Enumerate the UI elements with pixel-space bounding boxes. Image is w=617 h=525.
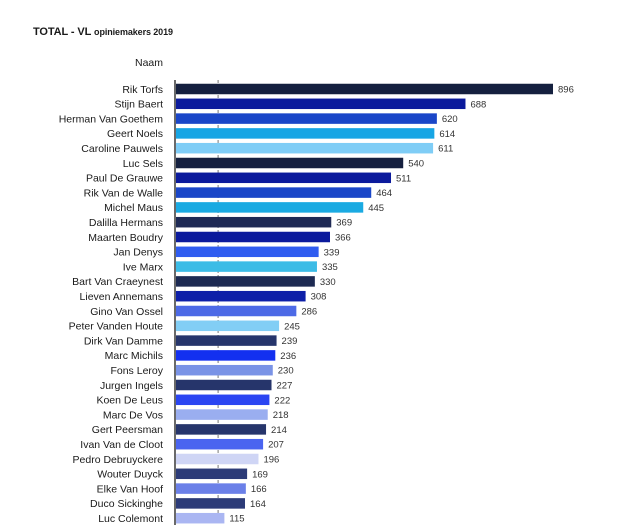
bar <box>176 202 364 213</box>
category-label: Paul De Grauwe <box>86 173 163 185</box>
value-label: 214 <box>271 425 287 436</box>
category-label: Elke Van Hoof <box>97 483 163 495</box>
category-label: Duco Sickinghe <box>90 498 163 510</box>
value-label: 207 <box>268 440 284 451</box>
category-label: Ivan Van de Cloot <box>80 439 163 451</box>
value-label: 614 <box>439 129 455 140</box>
category-label: Rik Torfs <box>122 84 163 96</box>
category-label: Jan Denys <box>113 247 163 259</box>
bar <box>176 276 315 287</box>
bar <box>176 364 273 376</box>
value-label: 164 <box>250 499 266 510</box>
category-label: Wouter Duyck <box>97 469 163 481</box>
category-label: Gert Peersman <box>92 424 163 436</box>
value-label: 369 <box>336 218 352 229</box>
value-label: 611 <box>438 144 453 155</box>
value-label: 308 <box>311 292 327 303</box>
value-label: 222 <box>274 395 290 406</box>
value-label: 245 <box>284 321 300 332</box>
value-label: 896 <box>558 85 574 96</box>
category-label: Herman Van Goethem <box>59 113 164 125</box>
category-label: Peter Vanden Houte <box>69 321 164 333</box>
column-header: Naam <box>135 57 163 69</box>
bar <box>176 261 317 272</box>
category-label: Bart Van Craeynest <box>72 276 163 288</box>
bar <box>176 512 225 524</box>
bar <box>176 468 248 480</box>
value-label: 511 <box>396 173 411 184</box>
category-label: Rik Van de Walle <box>84 187 164 199</box>
category-label: Marc De Vos <box>103 409 163 421</box>
category-label: Lieven Annemans <box>80 291 163 303</box>
value-label: 169 <box>252 469 268 480</box>
bar <box>176 231 330 243</box>
value-label: 688 <box>470 99 486 110</box>
value-label: 218 <box>273 410 289 421</box>
category-label: Stijn Baert <box>115 99 164 111</box>
bar <box>176 335 277 346</box>
value-label: 115 <box>229 514 244 525</box>
category-label: Jurgen Ingels <box>100 380 163 392</box>
chart-title: TOTAL - VL opiniemakers 2019 <box>33 26 173 38</box>
value-label: 196 <box>263 455 279 466</box>
bar <box>176 172 392 184</box>
category-label: Luc Colemont <box>98 513 163 525</box>
bar <box>176 453 259 465</box>
value-label: 445 <box>368 203 384 214</box>
category-label: Caroline Pauwels <box>81 143 163 155</box>
category-label: Pedro Debruyckere <box>73 454 164 466</box>
bar <box>176 305 297 317</box>
value-label: 330 <box>320 277 336 288</box>
value-label: 239 <box>282 336 298 347</box>
value-label: 540 <box>408 159 424 170</box>
bar <box>176 83 553 95</box>
bar <box>176 394 270 406</box>
value-label: 286 <box>301 307 317 318</box>
bar <box>176 483 246 494</box>
category-label: Gino Van Ossel <box>90 306 163 318</box>
value-label: 339 <box>324 247 340 258</box>
bar <box>176 350 276 361</box>
bar <box>176 157 404 169</box>
bar <box>176 409 268 420</box>
bar <box>176 98 466 110</box>
category-label: Michel Maus <box>104 202 163 214</box>
bar <box>176 424 267 435</box>
category-label: Dirk Van Damme <box>84 335 163 347</box>
chart-title-sub: opiniemakers 2019 <box>94 27 173 37</box>
bar <box>176 216 332 228</box>
category-label: Geert Noels <box>107 128 163 140</box>
bar <box>176 498 246 509</box>
bar <box>176 290 306 302</box>
bars-group: Rik Torfs 896 Stijn Baert 688 Herman Van Goe… <box>59 80 574 525</box>
bar <box>176 187 372 198</box>
value-label: 227 <box>277 381 293 392</box>
value-label: 230 <box>278 366 294 377</box>
bar <box>176 113 437 124</box>
value-label: 236 <box>280 351 296 362</box>
bar <box>176 438 264 450</box>
category-label: Maarten Boudry <box>88 232 163 244</box>
category-label: Fons Leroy <box>110 365 163 377</box>
value-label: 166 <box>251 484 267 495</box>
category-label: Ive Marx <box>123 261 164 273</box>
category-label: Dalilla Hermans <box>89 217 163 229</box>
value-label: 335 <box>322 262 338 273</box>
bar <box>176 128 435 139</box>
value-label: 366 <box>335 233 351 244</box>
value-label: 620 <box>442 114 458 125</box>
bar <box>176 379 272 391</box>
category-label: Koen De Leus <box>96 395 163 407</box>
chart-title-main: TOTAL - VL <box>33 26 92 38</box>
category-label: Luc Sels <box>123 158 163 170</box>
bar <box>176 320 280 332</box>
bar <box>176 142 434 154</box>
category-label: Marc Michils <box>105 350 163 362</box>
bar <box>176 246 319 258</box>
value-label: 464 <box>376 188 392 199</box>
